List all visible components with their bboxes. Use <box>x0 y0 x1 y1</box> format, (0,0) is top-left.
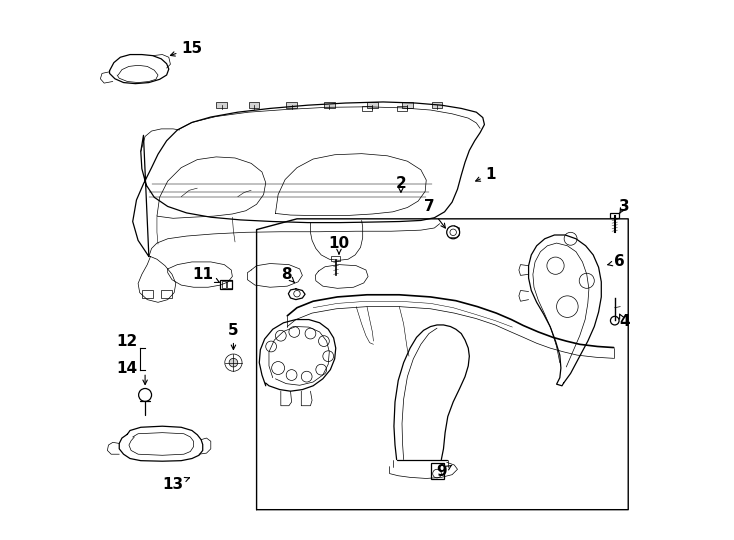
Text: 9: 9 <box>436 464 452 480</box>
Text: 10: 10 <box>328 235 349 254</box>
Text: 13: 13 <box>162 477 189 492</box>
Bar <box>228 281 232 288</box>
Text: 2: 2 <box>396 177 407 191</box>
Bar <box>161 290 172 298</box>
Bar <box>402 103 413 108</box>
Bar <box>611 213 619 218</box>
Text: 7: 7 <box>424 199 446 228</box>
Bar <box>222 281 226 288</box>
Bar <box>362 106 372 111</box>
Bar <box>220 280 233 289</box>
Bar <box>432 103 443 108</box>
Bar <box>332 256 340 261</box>
Bar <box>286 103 297 108</box>
Text: 12: 12 <box>117 334 138 349</box>
Text: 11: 11 <box>192 267 219 282</box>
Bar <box>142 290 153 298</box>
Text: 15: 15 <box>170 40 203 56</box>
Text: 1: 1 <box>476 167 496 181</box>
Bar <box>324 103 335 108</box>
Text: 5: 5 <box>228 323 239 349</box>
Text: 3: 3 <box>619 199 630 214</box>
Bar <box>249 103 259 108</box>
Text: 8: 8 <box>281 267 294 282</box>
Bar <box>367 103 378 108</box>
Bar <box>217 103 227 108</box>
Circle shape <box>229 359 238 367</box>
Text: 4: 4 <box>619 314 630 329</box>
Bar <box>396 106 407 111</box>
Bar <box>431 463 444 479</box>
Text: 6: 6 <box>608 254 625 269</box>
Text: 14: 14 <box>117 361 138 375</box>
